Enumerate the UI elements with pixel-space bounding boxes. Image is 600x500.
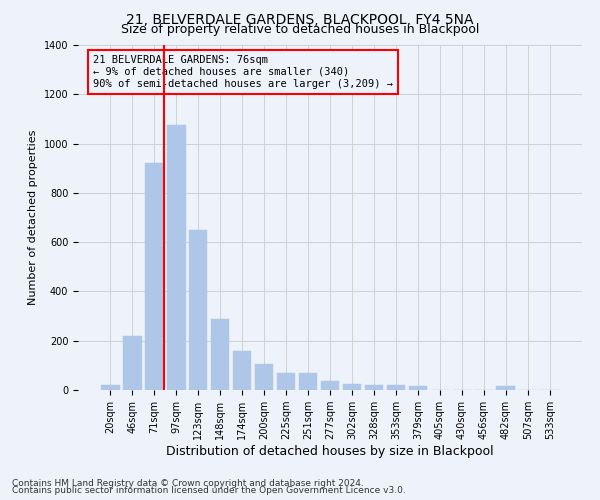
Bar	[101, 385, 119, 390]
Bar	[496, 386, 515, 390]
Y-axis label: Number of detached properties: Number of detached properties	[28, 130, 38, 305]
Bar	[167, 125, 185, 390]
Bar	[343, 384, 361, 390]
Bar	[211, 318, 229, 390]
Bar	[386, 385, 405, 390]
Bar	[189, 230, 208, 390]
Text: 21, BELVERDALE GARDENS, BLACKPOOL, FY4 5NA: 21, BELVERDALE GARDENS, BLACKPOOL, FY4 5…	[126, 12, 474, 26]
Text: Contains public sector information licensed under the Open Government Licence v3: Contains public sector information licen…	[12, 486, 406, 495]
Bar	[409, 386, 427, 390]
Bar	[123, 336, 142, 390]
Bar	[255, 364, 274, 390]
X-axis label: Distribution of detached houses by size in Blackpool: Distribution of detached houses by size …	[166, 445, 494, 458]
Text: Contains HM Land Registry data © Crown copyright and database right 2024.: Contains HM Land Registry data © Crown c…	[12, 478, 364, 488]
Text: Size of property relative to detached houses in Blackpool: Size of property relative to detached ho…	[121, 22, 479, 36]
Bar	[320, 382, 340, 390]
Bar	[233, 350, 251, 390]
Bar	[299, 373, 317, 390]
Bar	[365, 385, 383, 390]
Text: 21 BELVERDALE GARDENS: 76sqm
← 9% of detached houses are smaller (340)
90% of se: 21 BELVERDALE GARDENS: 76sqm ← 9% of det…	[93, 56, 393, 88]
Bar	[145, 164, 164, 390]
Bar	[277, 373, 295, 390]
